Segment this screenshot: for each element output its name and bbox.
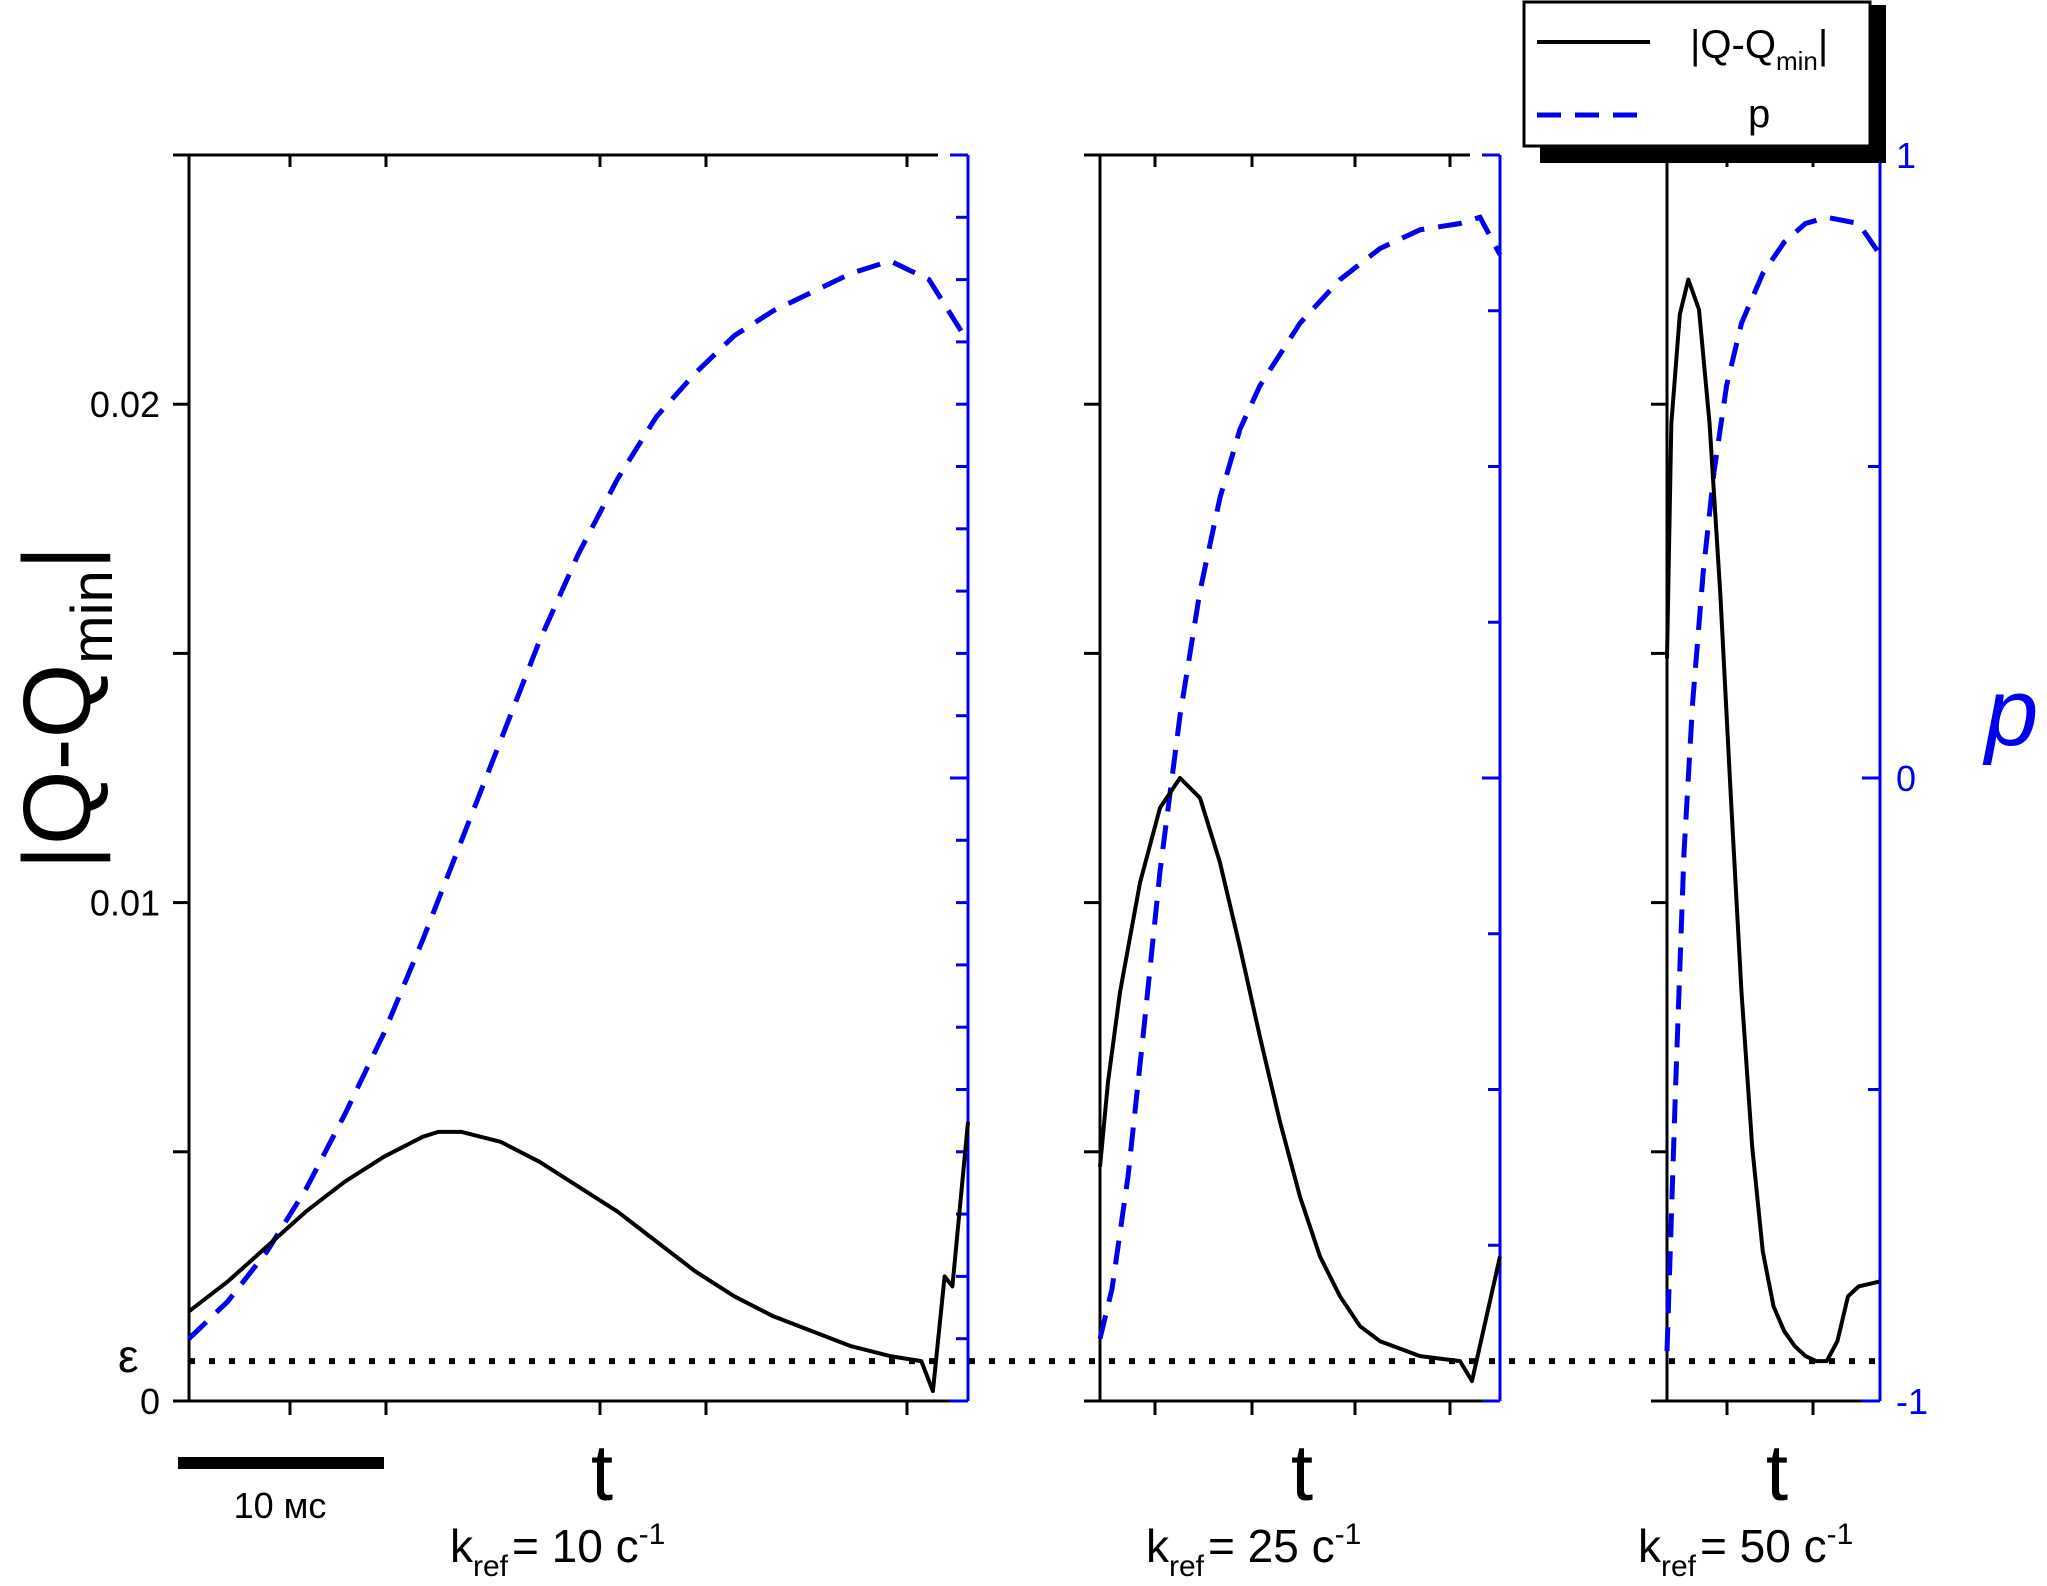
legend: |Q-Qmin| p bbox=[1522, 0, 1886, 163]
axes-layer: 0.02 0.01 0 1 0 -1 bbox=[90, 135, 1928, 1422]
p-series-line bbox=[1664, 214, 1883, 1352]
panel-3-x-label: t bbox=[1766, 1428, 1788, 1517]
y-right-tick-label: -1 bbox=[1896, 1381, 1928, 1422]
y-right-axis-label: p bbox=[1982, 659, 2038, 766]
y-left-tick-label: 0.02 bbox=[90, 384, 160, 425]
q-series-line bbox=[1098, 776, 1502, 1384]
legend-label-q: |Q-Qmin| bbox=[1690, 23, 1828, 76]
panel-2-x-label: t bbox=[1291, 1428, 1313, 1517]
legend-label-p: p bbox=[1748, 92, 1770, 136]
panel-2-series bbox=[1097, 214, 1503, 1384]
panel-3-axes bbox=[1651, 153, 1882, 1415]
scale-bar-label: 10 мс bbox=[234, 1485, 327, 1526]
panel-2-caption: kref= 25 с-1 bbox=[1146, 1518, 1361, 1583]
panel-1-x-label: t bbox=[591, 1428, 613, 1517]
y-right-tick-label: 1 bbox=[1896, 135, 1916, 176]
epsilon-label: ε bbox=[118, 1330, 139, 1382]
panel-1-axes bbox=[173, 153, 970, 1415]
y-right-tick-label: 0 bbox=[1896, 758, 1916, 799]
panel-3-labels: t kref= 50 с-1 bbox=[1638, 1428, 1853, 1583]
p-series-line bbox=[187, 258, 971, 1341]
panel-2-labels: t kref= 25 с-1 bbox=[1146, 1428, 1361, 1583]
q-series-line bbox=[187, 1121, 970, 1393]
y-left-tick-label: 0.01 bbox=[90, 883, 160, 924]
panel-1-series bbox=[187, 258, 971, 1393]
p-series-line bbox=[1097, 214, 1503, 1340]
panel-3-caption: kref= 50 с-1 bbox=[1638, 1518, 1853, 1583]
panel-1-caption: kref= 10 с-1 bbox=[450, 1518, 665, 1583]
legend-box bbox=[1522, 0, 1872, 148]
q-series-line bbox=[1665, 277, 1881, 1364]
panel-2-axes bbox=[1084, 153, 1502, 1415]
panel-3-series bbox=[1664, 214, 1883, 1364]
y-left-axis-label: |Q-Qmin| bbox=[4, 545, 125, 870]
data-layer bbox=[187, 214, 1883, 1393]
panel-1-labels: t kref= 10 с-1 bbox=[450, 1428, 665, 1583]
y-left-tick-label: 0 bbox=[140, 1381, 160, 1422]
